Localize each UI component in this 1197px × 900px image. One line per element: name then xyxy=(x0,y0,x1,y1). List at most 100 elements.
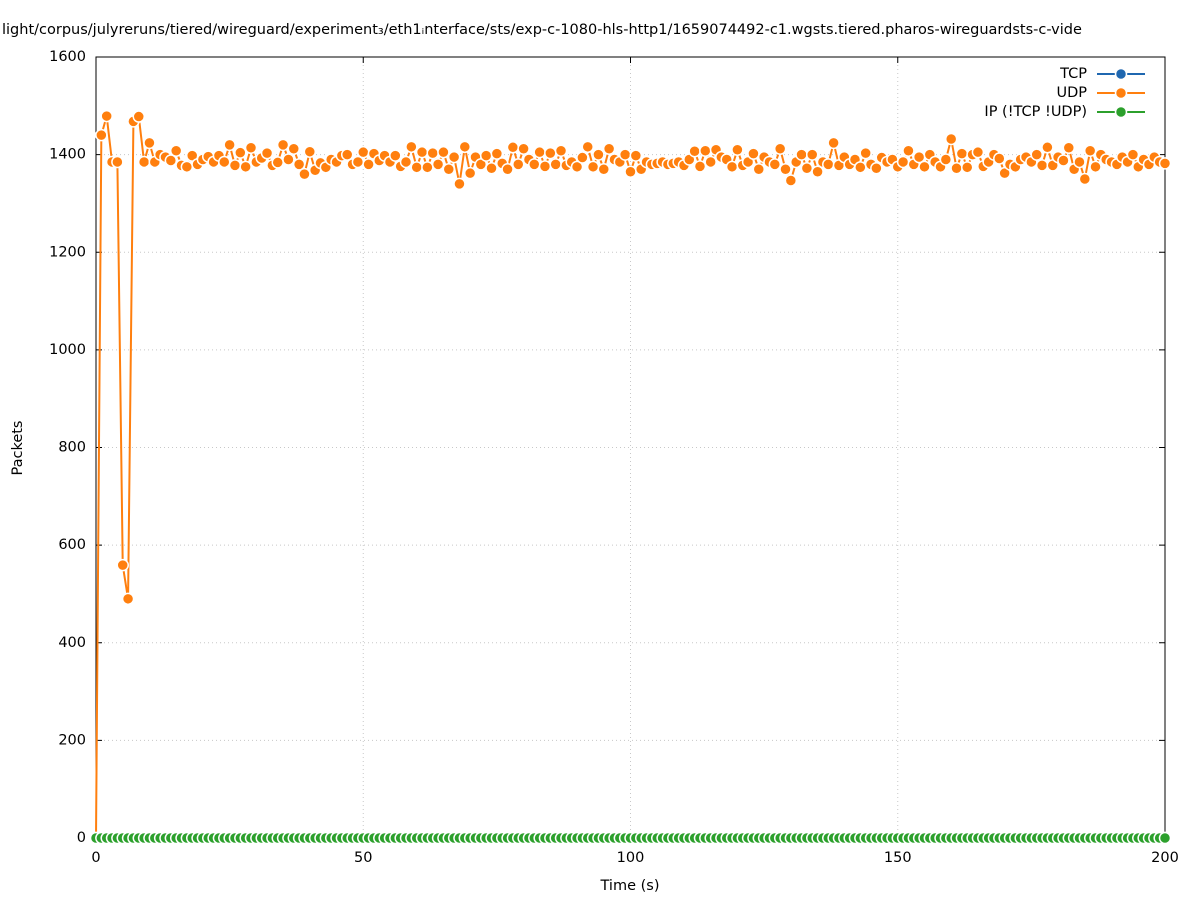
point xyxy=(528,158,541,171)
point xyxy=(490,147,504,160)
legend-marker xyxy=(1114,86,1128,100)
y-tick-label: 400 xyxy=(58,635,86,651)
point xyxy=(298,167,311,181)
series xyxy=(89,831,1172,845)
point xyxy=(704,155,717,169)
point xyxy=(955,147,969,160)
point xyxy=(1057,154,1070,167)
point xyxy=(1041,141,1054,154)
point xyxy=(485,162,498,175)
point xyxy=(362,158,375,171)
point xyxy=(447,150,461,164)
point xyxy=(960,161,974,174)
point xyxy=(747,147,760,160)
y-tick-label: 800 xyxy=(58,440,86,456)
point xyxy=(517,142,530,156)
point xyxy=(752,163,766,176)
y-tick-label: 200 xyxy=(58,732,86,748)
point xyxy=(544,146,557,160)
point xyxy=(399,155,413,169)
point xyxy=(811,165,824,178)
point xyxy=(405,140,418,154)
point xyxy=(442,163,456,176)
point xyxy=(554,144,568,157)
point xyxy=(453,177,466,191)
x-tick-label: 200 xyxy=(1151,850,1179,866)
point xyxy=(421,161,434,174)
point xyxy=(570,160,584,174)
point xyxy=(896,155,910,169)
point xyxy=(143,136,156,150)
point xyxy=(1126,148,1140,161)
point xyxy=(827,136,840,150)
point xyxy=(538,160,552,173)
point xyxy=(1158,831,1172,845)
point xyxy=(410,161,423,174)
point xyxy=(357,145,370,159)
point xyxy=(185,149,199,162)
point xyxy=(1078,172,1092,186)
point xyxy=(479,149,493,162)
point xyxy=(340,148,354,161)
point xyxy=(1073,155,1086,169)
series xyxy=(89,109,1172,845)
point xyxy=(939,153,953,166)
point xyxy=(1062,141,1076,155)
point xyxy=(463,166,477,180)
point xyxy=(389,149,402,162)
point xyxy=(415,145,429,159)
point xyxy=(287,142,301,156)
point xyxy=(768,158,782,171)
y-tick-label: 1600 xyxy=(49,49,86,65)
point xyxy=(292,158,306,171)
point xyxy=(784,174,798,187)
point xyxy=(993,152,1006,165)
point xyxy=(581,140,594,154)
x-tick-label: 50 xyxy=(354,850,372,866)
point xyxy=(132,110,146,123)
point xyxy=(854,161,867,174)
point xyxy=(474,158,488,171)
point xyxy=(725,160,739,174)
legend-label: UDP xyxy=(1056,85,1087,101)
point xyxy=(773,142,787,156)
y-tick-label: 1200 xyxy=(49,244,86,260)
point xyxy=(779,163,792,176)
point xyxy=(458,140,472,154)
point xyxy=(100,109,113,123)
point xyxy=(303,145,317,158)
point xyxy=(688,144,701,158)
point xyxy=(1158,157,1172,170)
x-tick-label: 100 xyxy=(617,850,645,866)
point xyxy=(950,162,963,175)
point xyxy=(218,155,231,169)
point xyxy=(431,158,445,171)
point xyxy=(549,158,562,171)
point xyxy=(576,151,589,164)
point xyxy=(805,148,819,161)
point xyxy=(111,155,124,169)
point xyxy=(731,143,744,156)
point xyxy=(602,142,616,156)
y-tick-label: 600 xyxy=(58,537,86,553)
point xyxy=(859,146,872,160)
point xyxy=(693,160,707,173)
point xyxy=(918,160,931,174)
point xyxy=(533,145,546,159)
point xyxy=(629,149,643,162)
x-tick-label: 0 xyxy=(91,850,100,866)
point xyxy=(228,159,242,172)
point xyxy=(239,160,252,174)
point xyxy=(597,163,611,176)
legend-marker xyxy=(1114,105,1128,119)
point xyxy=(95,128,108,142)
y-tick-label: 0 xyxy=(77,830,86,846)
point xyxy=(137,155,151,169)
point xyxy=(437,145,450,159)
point xyxy=(870,162,883,175)
point xyxy=(164,154,178,167)
point xyxy=(501,163,514,176)
point xyxy=(618,148,632,161)
